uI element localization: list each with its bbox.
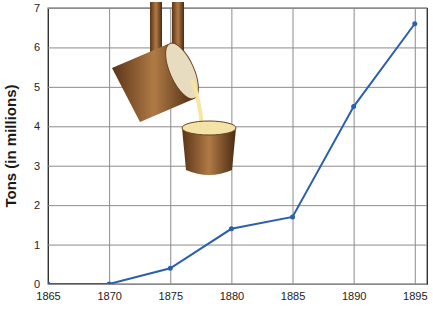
data-point bbox=[290, 214, 295, 219]
y-tick: 0 bbox=[34, 278, 427, 290]
y-tick-label: 5 bbox=[34, 81, 40, 93]
x-tick-label: 1885 bbox=[281, 290, 305, 302]
y-grid-line bbox=[48, 205, 427, 206]
x-axis-line bbox=[49, 8, 428, 285]
data-point bbox=[48, 282, 51, 285]
y-grid-line bbox=[48, 245, 427, 246]
x-tick-label: 1870 bbox=[97, 290, 121, 302]
y-grid-line bbox=[48, 47, 427, 48]
x-grid-line bbox=[109, 8, 110, 284]
x-tick: 1895 bbox=[403, 8, 427, 302]
y-tick-label: 1 bbox=[34, 239, 40, 251]
y-tick-label: 6 bbox=[34, 41, 40, 53]
x-tick: 1885 bbox=[281, 8, 305, 302]
plot-area bbox=[48, 21, 417, 284]
chart-container: 1865 1870 1875 1880 1885 1890 1895 0 1 2 3 4 5 6 7 Tons… bbox=[0, 0, 433, 324]
data-point bbox=[107, 282, 112, 285]
ladle-arm bbox=[150, 2, 162, 52]
y-grid-line bbox=[48, 166, 427, 167]
plot-frame bbox=[48, 8, 427, 284]
data-point bbox=[168, 266, 173, 271]
data-point bbox=[229, 226, 234, 231]
data-point bbox=[412, 21, 417, 26]
y-grid-line bbox=[48, 284, 427, 285]
y-tick-label: 3 bbox=[34, 160, 40, 172]
y-grid-line bbox=[48, 87, 427, 88]
y-tick: 2 bbox=[34, 199, 427, 211]
ladle-illustration bbox=[112, 2, 236, 175]
y-tick: 7 bbox=[34, 2, 427, 14]
x-tick-label: 1880 bbox=[220, 290, 244, 302]
y-tick-label: 0 bbox=[34, 278, 40, 290]
y-tick: 1 bbox=[34, 239, 427, 251]
y-tick-label: 2 bbox=[34, 199, 40, 211]
data-point bbox=[351, 104, 356, 109]
chart-svg: 1865 1870 1875 1880 1885 1890 1895 0 1 2 3 4 5 6 7 Tons… bbox=[0, 0, 433, 324]
x-tick-label: 1865 bbox=[36, 290, 60, 302]
y-tick: 6 bbox=[34, 41, 427, 53]
x-tick-label: 1875 bbox=[159, 290, 183, 302]
y-grid-line bbox=[48, 8, 427, 9]
x-axis: 1865 1870 1875 1880 1885 1890 1895 bbox=[36, 8, 427, 302]
x-grid-line bbox=[415, 8, 416, 284]
x-tick-label: 1890 bbox=[342, 290, 366, 302]
x-grid-line bbox=[354, 8, 355, 284]
y-axis-title: Tons (in millions) bbox=[2, 84, 19, 207]
y-axis: 0 1 2 3 4 5 6 7 bbox=[34, 2, 427, 290]
x-tick: 1890 bbox=[342, 8, 366, 302]
x-tick: 1870 bbox=[97, 8, 121, 302]
pot-rim bbox=[182, 121, 236, 135]
x-tick-label: 1895 bbox=[403, 290, 427, 302]
y-tick-label: 4 bbox=[34, 120, 40, 132]
data-line bbox=[48, 24, 415, 284]
x-grid-line bbox=[293, 8, 294, 284]
y-axis-line bbox=[49, 9, 428, 285]
y-tick-label: 7 bbox=[34, 2, 40, 14]
y-grid-line bbox=[48, 126, 427, 127]
